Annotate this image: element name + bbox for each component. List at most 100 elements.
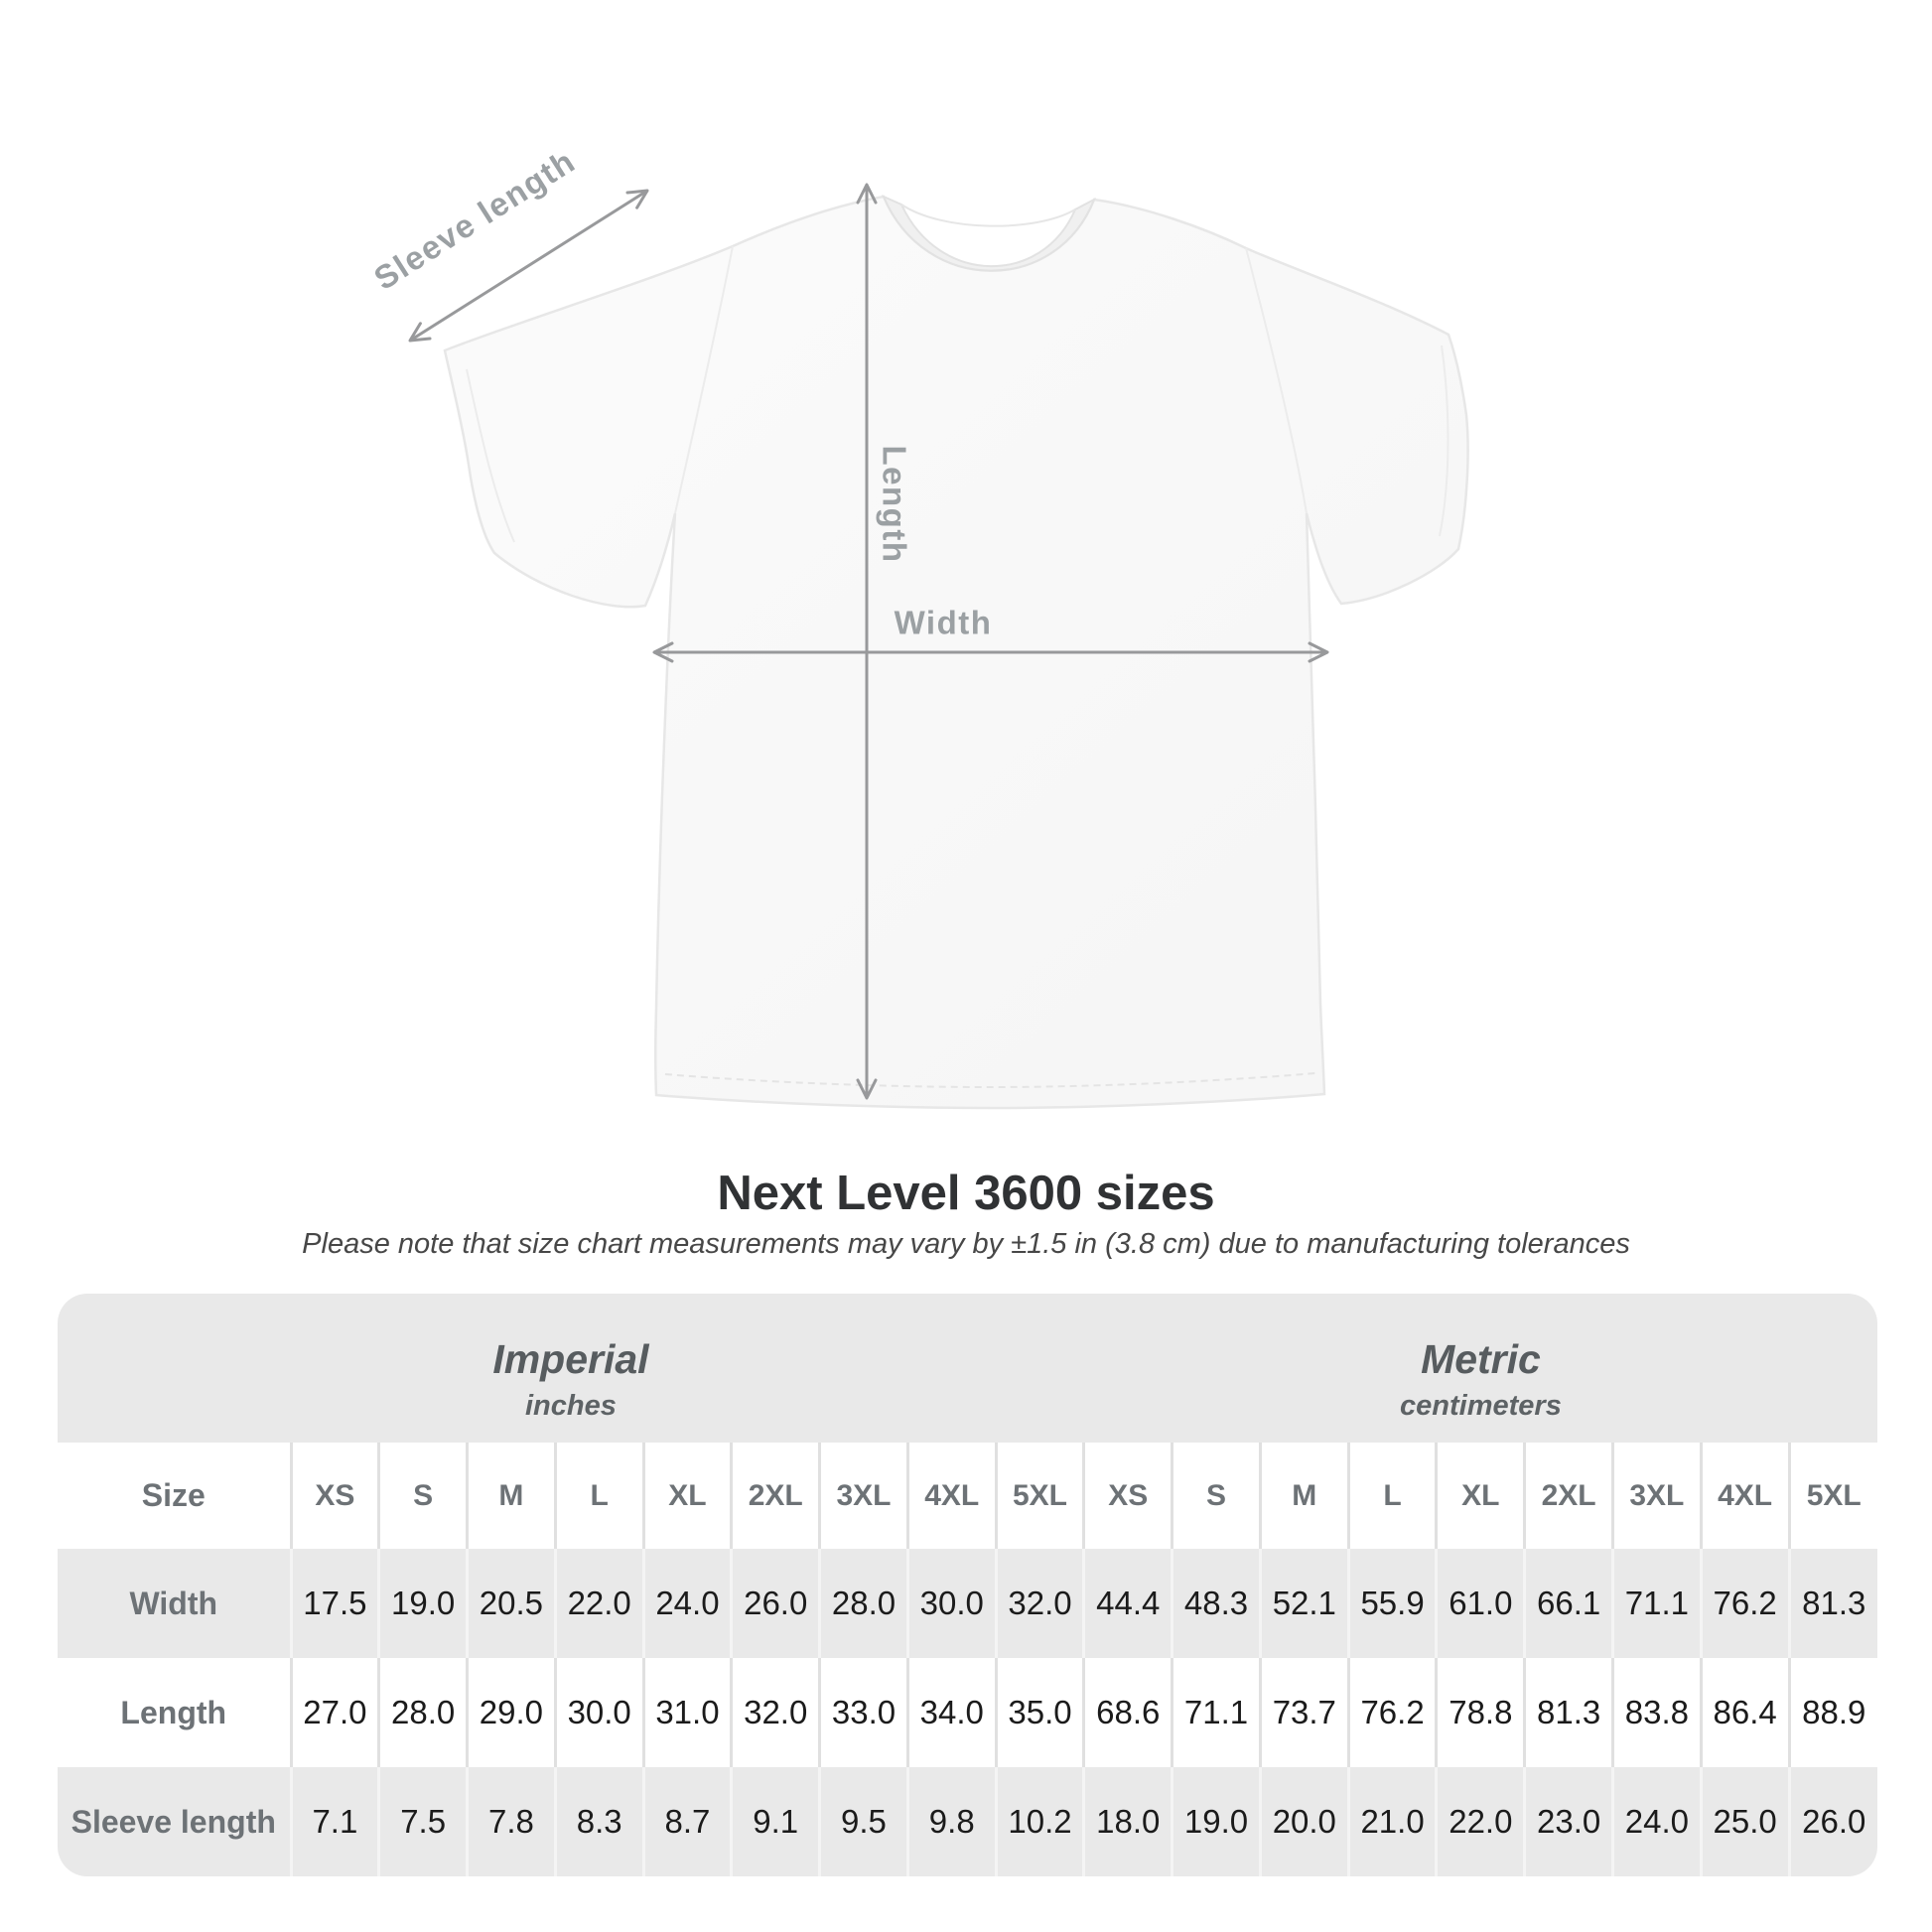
- tshirt-back-neck-seam: [900, 204, 1076, 227]
- imperial-label: Imperial: [492, 1336, 649, 1382]
- measurement-cell: 17.5: [289, 1549, 379, 1658]
- measurement-cell: 66.1: [1523, 1549, 1613, 1658]
- size-col-header-metric-l: L: [1346, 1443, 1437, 1549]
- measurement-cell: 23.0: [1523, 1767, 1613, 1876]
- size-header-row: Size XS S M L XL 2XL 3XL 4XL 5XL XS S M L XL 2XL 3XL 4XL…: [58, 1443, 1877, 1549]
- measurement-cell: 22.0: [553, 1549, 644, 1658]
- unit-group-header-row: Imperial inches Metric centimeters: [58, 1294, 1877, 1443]
- size-col-header-metric-5xl: 5XL: [1787, 1443, 1877, 1549]
- measurement-cell: 29.0: [466, 1658, 556, 1767]
- measurement-cell: 26.0: [730, 1549, 820, 1658]
- size-col-header-metric-4xl: 4XL: [1699, 1443, 1790, 1549]
- tshirt-left-sleeve-seam: [674, 245, 734, 514]
- measurement-cell: 24.0: [641, 1549, 732, 1658]
- size-col-header-imperial-3xl: 3XL: [818, 1443, 908, 1549]
- page-title: Next Level 3600 sizes: [717, 1167, 1215, 1220]
- measurement-cell: 27.0: [289, 1658, 379, 1767]
- tshirt-hem-stitch: [664, 1072, 1316, 1089]
- width-label: Width: [894, 604, 993, 641]
- measurement-cell: 73.7: [1258, 1658, 1349, 1767]
- measurement-cell: 28.0: [818, 1549, 908, 1658]
- measurement-cell: 24.0: [1610, 1767, 1702, 1876]
- measurement-cell: 9.1: [730, 1767, 820, 1876]
- row-label: Length: [120, 1694, 227, 1730]
- measurement-cell: 32.0: [994, 1549, 1084, 1658]
- measurement-cell: 34.0: [905, 1658, 997, 1767]
- measurement-cell: 8.3: [553, 1767, 644, 1876]
- size-chart-table: Imperial inches Metric centimeters Size: [58, 1294, 1877, 1876]
- measurement-cell: 19.0: [1171, 1767, 1261, 1876]
- size-col-header-imperial-s: S: [377, 1443, 468, 1549]
- tshirt-collar: [882, 195, 1096, 272]
- measurement-cell: 32.0: [730, 1658, 820, 1767]
- length-label: Length: [876, 445, 913, 564]
- measurement-cell: 76.2: [1699, 1549, 1790, 1658]
- metric-label: Metric: [1421, 1336, 1541, 1382]
- metric-group-header: Metric centimeters: [1084, 1294, 1877, 1443]
- measurement-cell: 81.3: [1523, 1658, 1613, 1767]
- measurement-cell: 68.6: [1082, 1658, 1173, 1767]
- measurement-cell: 28.0: [377, 1658, 468, 1767]
- measurement-cell: 25.0: [1699, 1767, 1790, 1876]
- measurement-row: Length 27.0 28.0 29.0 30.0 31.0 32.0 33.0 34.0 35…: [58, 1658, 1877, 1767]
- size-col-header-metric-s: S: [1171, 1443, 1261, 1549]
- measurement-cell: 71.1: [1171, 1658, 1261, 1767]
- size-col-header-imperial-2xl: 2XL: [730, 1443, 820, 1549]
- size-col-header-metric-3xl: 3XL: [1610, 1443, 1702, 1549]
- measurement-cell: 88.9: [1787, 1658, 1877, 1767]
- size-col-header-imperial-l: L: [553, 1443, 644, 1549]
- measurement-row: Sleeve length 7.1 7.5 7.8 8.3 8.7 9.1 9.5 9.8 10.…: [58, 1767, 1877, 1876]
- measurement-cell: 9.5: [818, 1767, 908, 1876]
- measurement-cell: 8.7: [641, 1767, 732, 1876]
- measurement-cell: 61.0: [1435, 1549, 1525, 1658]
- measurement-cell: 44.4: [1082, 1549, 1173, 1658]
- size-col-header-imperial-xs: XS: [289, 1443, 379, 1549]
- measurement-cell: 83.8: [1610, 1658, 1702, 1767]
- row-label: Sleeve length: [70, 1803, 276, 1840]
- measurement-cell: 76.2: [1346, 1658, 1437, 1767]
- measurement-cell: 7.1: [289, 1767, 379, 1876]
- measurement-cell: 78.8: [1435, 1658, 1525, 1767]
- measurement-cell: 31.0: [641, 1658, 732, 1767]
- tshirt-measurement-diagram: Sleeve length Length Width: [367, 142, 1469, 1110]
- measurement-cell: 20.5: [466, 1549, 556, 1658]
- imperial-group-header: Imperial inches: [58, 1294, 1084, 1443]
- measurement-cell: 81.3: [1787, 1549, 1877, 1658]
- measurement-cell: 18.0: [1082, 1767, 1173, 1876]
- size-chart-card: Imperial inches Metric centimeters Size: [58, 1294, 1877, 1876]
- measurement-cell: 7.8: [466, 1767, 556, 1876]
- size-col-header-imperial-5xl: 5XL: [994, 1443, 1084, 1549]
- imperial-unit-label: inches: [525, 1390, 617, 1422]
- measurement-cell: 55.9: [1346, 1549, 1437, 1658]
- tshirt-graphic: [408, 183, 1469, 1110]
- measurement-cell: 21.0: [1346, 1767, 1437, 1876]
- sleeve-length-arrow: [408, 189, 649, 343]
- size-col-header-imperial-xl: XL: [641, 1443, 732, 1549]
- measurement-cell: 30.0: [905, 1549, 997, 1658]
- measurement-cell: 20.0: [1258, 1767, 1349, 1876]
- measurement-row: Width 17.5 19.0 20.5 22.0 24.0 26.0 28.0 30.0 32.…: [58, 1549, 1877, 1658]
- size-col-header-metric-m: M: [1258, 1443, 1349, 1549]
- size-col-header-imperial-4xl: 4XL: [905, 1443, 997, 1549]
- measurement-cell: 71.1: [1610, 1549, 1702, 1658]
- measurement-cell: 33.0: [818, 1658, 908, 1767]
- measurement-cell: 19.0: [377, 1549, 468, 1658]
- row-label: Width: [129, 1585, 218, 1621]
- measurement-cell: 9.8: [905, 1767, 997, 1876]
- measurement-cell: 7.5: [377, 1767, 468, 1876]
- measurement-cell: 52.1: [1258, 1549, 1349, 1658]
- measurement-cell: 26.0: [1787, 1767, 1877, 1876]
- tolerance-note: Please note that size chart measurements…: [302, 1228, 1630, 1260]
- measurement-cell: 48.3: [1171, 1549, 1261, 1658]
- tshirt-right-sleeve-seam: [1245, 247, 1308, 514]
- size-col-header-imperial-m: M: [466, 1443, 556, 1549]
- metric-unit-label: centimeters: [1400, 1390, 1562, 1422]
- measurement-cell: 10.2: [994, 1767, 1084, 1876]
- size-col-header-metric-xl: XL: [1435, 1443, 1525, 1549]
- size-header-label: Size: [141, 1477, 206, 1513]
- measurement-cell: 30.0: [553, 1658, 644, 1767]
- tshirt-right-cuff-stitch: [1439, 345, 1449, 537]
- tshirt-left-cuff-stitch: [466, 368, 515, 543]
- measurement-cell: 35.0: [994, 1658, 1084, 1767]
